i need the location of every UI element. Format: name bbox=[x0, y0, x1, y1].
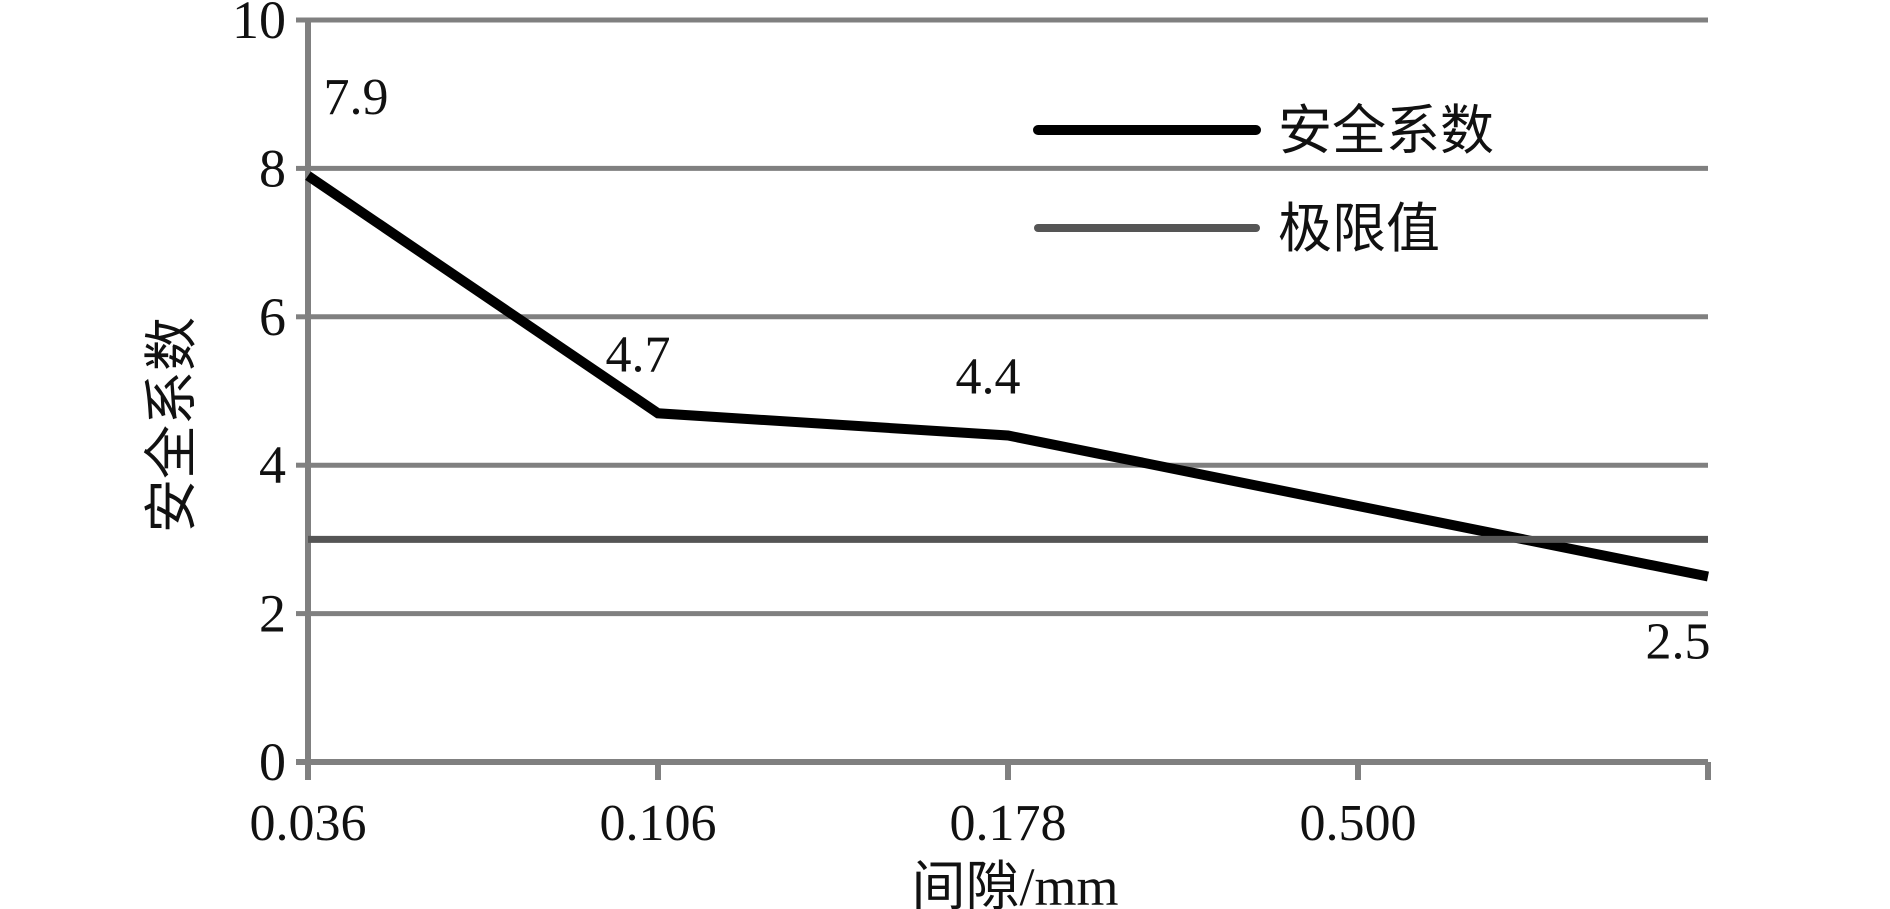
x-tick-label: 0.036 bbox=[250, 795, 367, 852]
data-label: 4.7 bbox=[606, 326, 671, 383]
y-tick-label: 8 bbox=[259, 138, 286, 198]
gridlines bbox=[308, 17, 1708, 617]
x-tick-label: 0.106 bbox=[600, 795, 717, 852]
y-tick-label: 0 bbox=[259, 732, 286, 792]
data-label: 2.5 bbox=[1646, 614, 1711, 671]
x-tick-label: 0.500 bbox=[1300, 795, 1417, 852]
series-layer bbox=[305, 171, 1709, 582]
y-tick-label: 4 bbox=[259, 435, 286, 495]
axes bbox=[296, 17, 1711, 780]
y-tick-label: 2 bbox=[259, 584, 286, 644]
legend-label: 极限值 bbox=[1278, 199, 1440, 259]
safety-factor-line bbox=[305, 171, 1709, 582]
y-axis-title: 安全系数 bbox=[142, 317, 202, 533]
data-label: 7.9 bbox=[324, 69, 389, 126]
x-axis-title: 间隙/mm bbox=[911, 857, 1118, 909]
data-label: 4.4 bbox=[956, 349, 1021, 406]
y-tick-label: 10 bbox=[232, 0, 286, 50]
x-tick-label: 0.178 bbox=[950, 795, 1067, 852]
label-layer: 0 2 4 6 8 10 0.036 0.106 0.178 0.500 7.9 4.7 4.4 2.5 bbox=[232, 0, 1711, 852]
legend-label: 安全系数 bbox=[1278, 101, 1494, 161]
y-tick-label: 6 bbox=[259, 287, 286, 347]
